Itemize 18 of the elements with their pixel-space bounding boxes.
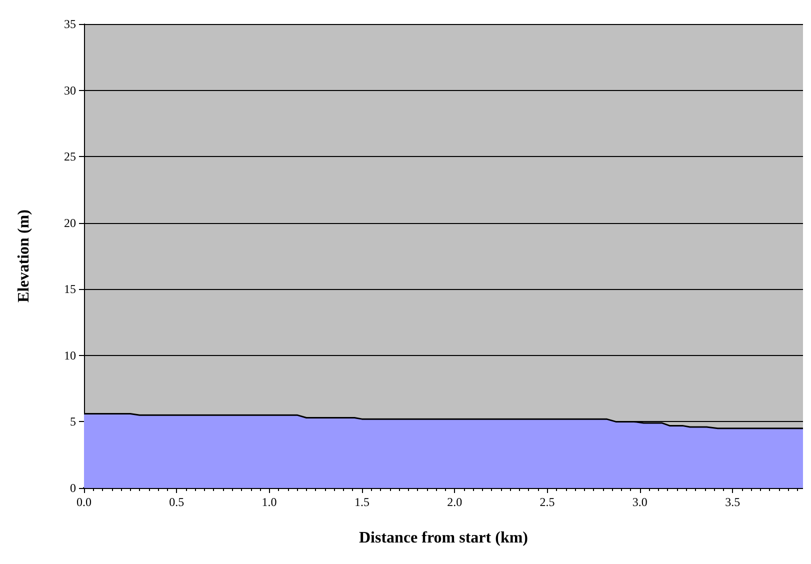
y-tick-label: 30 [64,83,76,98]
y-axis-title: Elevation (m) [16,210,32,302]
y-tick-label: 25 [64,150,76,164]
x-tick-label: 1.0 [262,495,277,509]
x-tick-label: 1.5 [354,495,370,509]
x-tick-label: 2.5 [540,495,555,509]
x-tick-label: 0.0 [76,495,92,509]
x-tick-label: 0.5 [169,495,184,509]
x-tick-label: 2.0 [447,495,462,509]
y-tick-label: 35 [64,17,76,31]
y-tick-label: 20 [64,216,76,230]
y-tick-label: 15 [64,282,76,296]
y-tick-label: 5 [70,414,76,429]
x-tick-label: 3.5 [725,495,740,509]
y-tick-label: 0 [70,481,76,495]
x-tick-label: 3.0 [632,495,648,509]
x-axis-title: Distance from start (km) [359,530,528,546]
y-tick-label: 10 [64,348,76,362]
